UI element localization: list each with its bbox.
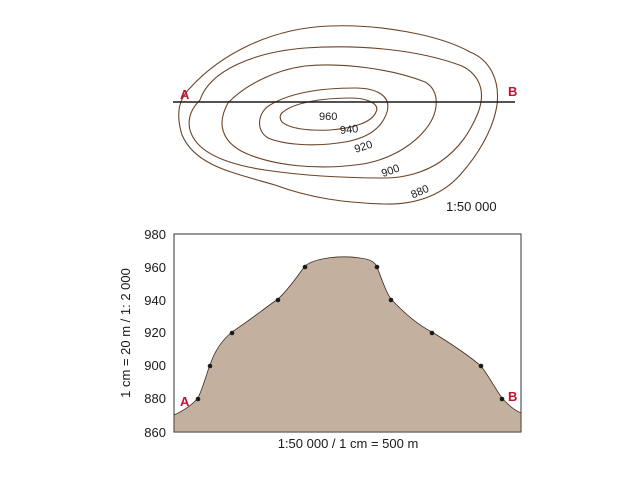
contour-label-960: 960 [319, 111, 337, 123]
terrain-profile-area [173, 256, 522, 433]
profile-point-b-label: B [508, 389, 517, 404]
contour-line-900 [188, 46, 482, 179]
elevation-point-900 [207, 363, 213, 369]
y-axis: 980 960 940 920 900 880 860 [144, 227, 166, 440]
map-scale-label: 1:50 000 [446, 199, 497, 214]
elevation-point-900 [478, 363, 484, 369]
y-tick-900: 900 [144, 358, 166, 373]
elevation-point-940 [388, 297, 394, 303]
contour-line-880 [178, 25, 499, 205]
contour-line-920 [221, 64, 437, 168]
contour-label-920: 920 [353, 139, 374, 156]
elevation-point-880 [195, 396, 201, 402]
y-tick-880: 880 [144, 391, 166, 406]
elevation-point-920 [429, 330, 435, 336]
y-axis-label: 1 cm = 20 m / 1: 2 000 [118, 268, 133, 398]
y-tick-920: 920 [144, 325, 166, 340]
profile-point-a-label: A [180, 394, 190, 409]
map-point-b-label: B [508, 84, 517, 99]
contour-line-960 [279, 97, 378, 131]
elevation-point-920 [229, 330, 235, 336]
y-tick-860: 860 [144, 425, 166, 440]
cross-section-profile: 980 960 940 920 900 880 860 1 cm = 20 m … [118, 227, 522, 451]
elevation-point-960 [374, 264, 380, 270]
elevation-point-960 [302, 264, 308, 270]
contour-line-940 [259, 87, 389, 146]
y-tick-940: 940 [144, 293, 166, 308]
contour-label-940: 940 [339, 123, 359, 137]
y-tick-980: 980 [144, 227, 166, 242]
contour-label-880: 880 [409, 183, 431, 201]
elevation-point-880 [499, 396, 505, 402]
elevation-point-940 [275, 297, 281, 303]
contour-map: A B 960 940 920 900 880 1:50 000 [173, 25, 517, 214]
y-tick-960: 960 [144, 260, 166, 275]
elevation-points [195, 264, 505, 402]
contour-label-900: 900 [380, 162, 401, 180]
x-axis-label: 1:50 000 / 1 cm = 500 m [278, 436, 419, 451]
map-point-a-label: A [180, 87, 190, 102]
